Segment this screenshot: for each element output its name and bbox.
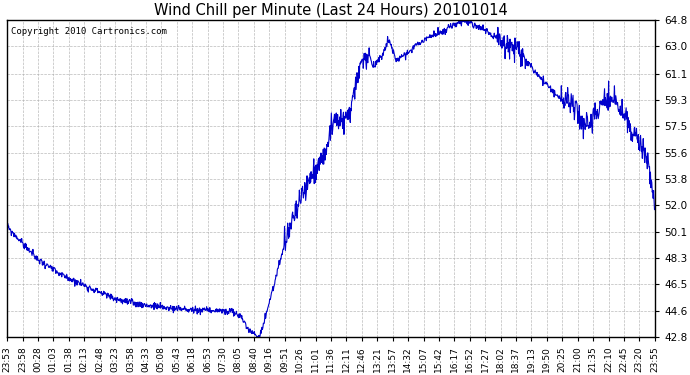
Text: Copyright 2010 Cartronics.com: Copyright 2010 Cartronics.com	[10, 27, 166, 36]
Title: Wind Chill per Minute (Last 24 Hours) 20101014: Wind Chill per Minute (Last 24 Hours) 20…	[155, 3, 508, 18]
